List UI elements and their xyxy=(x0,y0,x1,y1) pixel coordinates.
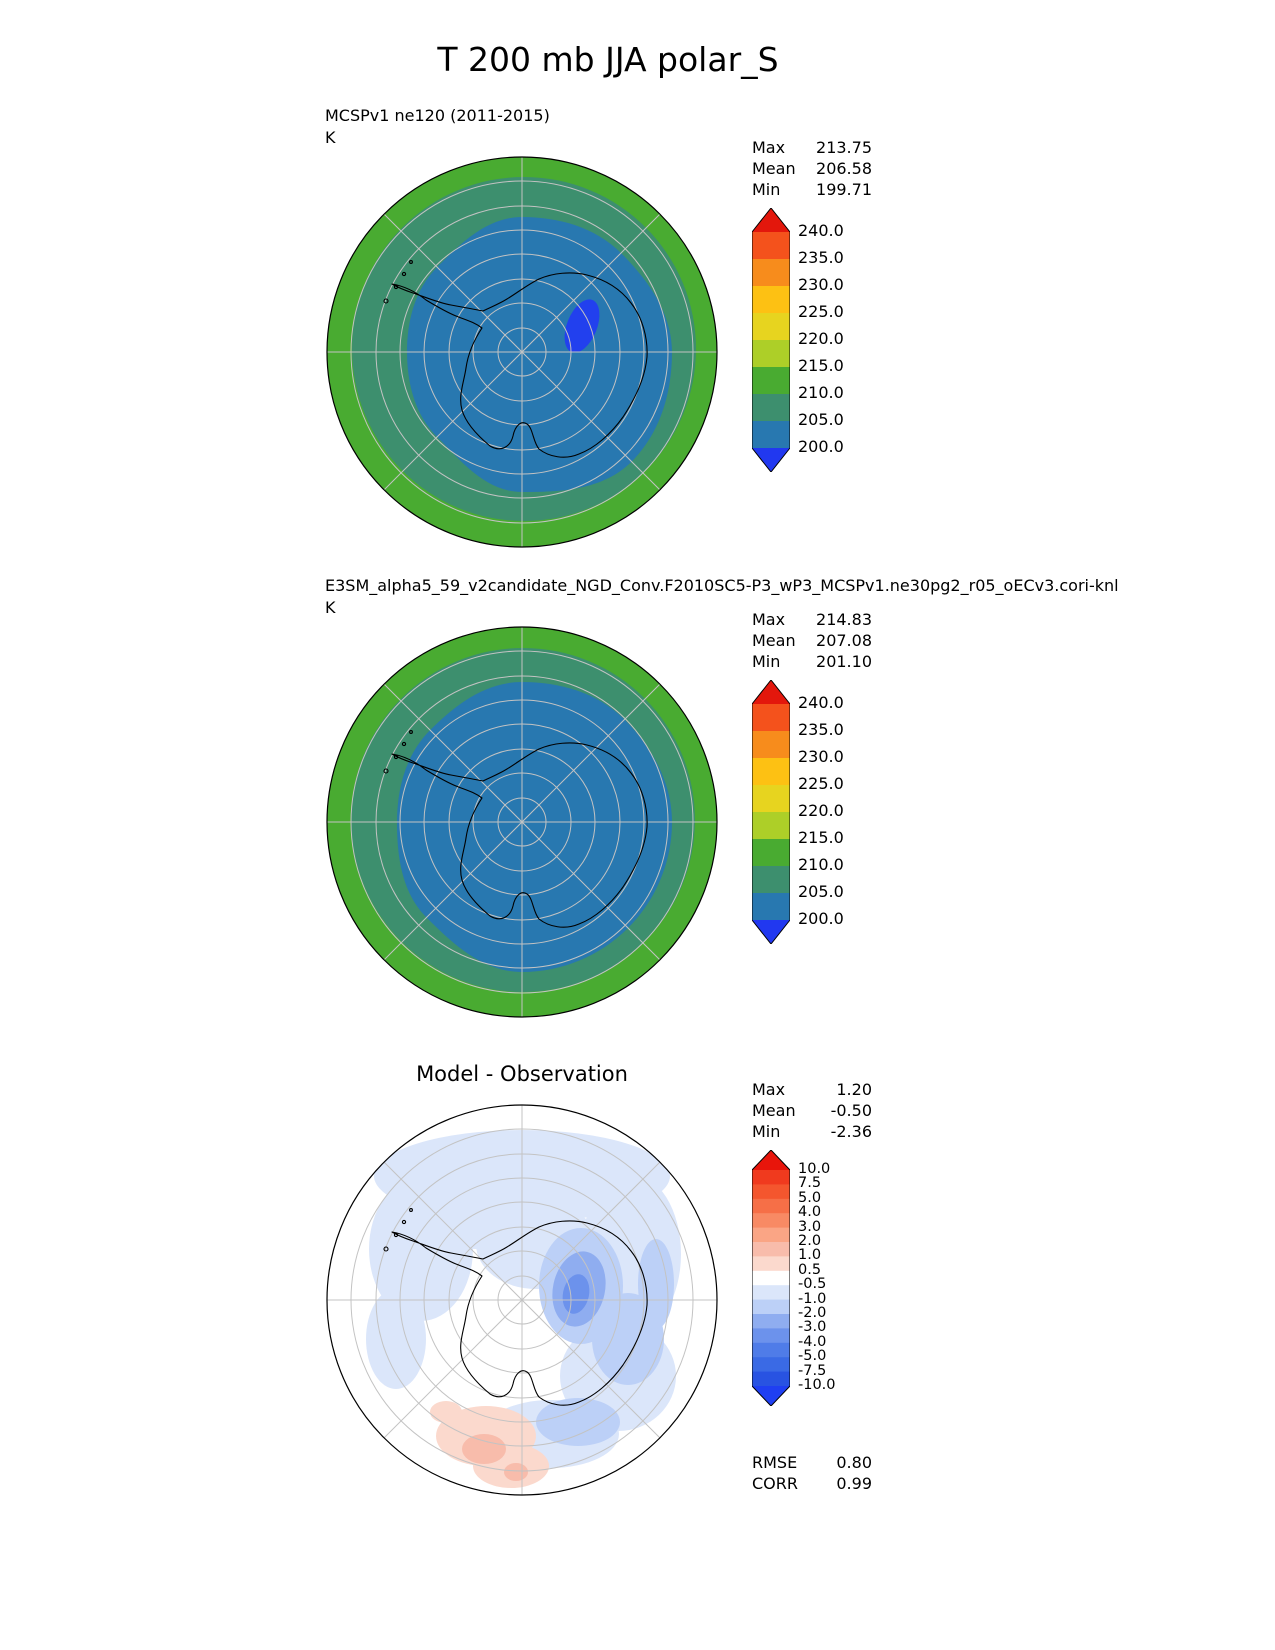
graticule xyxy=(326,1104,718,1496)
stat-value: 214.83 xyxy=(816,610,872,629)
panel3-colorbar-ticks: 10.0 7.5 5.0 4.0 3.0 2.0 1.0 0.5 -0.5 -1.0 -2.0 -3.… xyxy=(798,1150,868,1406)
stat-row: Mean 207.08 xyxy=(752,630,872,651)
colorbar-tick-label: -4.0 xyxy=(798,1333,827,1350)
colorbar-tick-label: -2.0 xyxy=(798,1305,827,1322)
panel1-polar-map xyxy=(326,156,718,548)
fill-200-205 xyxy=(397,682,672,972)
colorbar-tick-label: 225.0 xyxy=(798,774,844,794)
stat-name: Max xyxy=(752,610,786,629)
stat-name: Min xyxy=(752,652,781,671)
stat-row: Min 199.71 xyxy=(752,179,872,200)
stat-row: Mean 206.58 xyxy=(752,158,872,179)
panel2-polar-map xyxy=(326,626,718,1018)
colorbar-tick-label: 0.5 xyxy=(798,1261,822,1278)
panel2-model-label: E3SM_alpha5_59_v2candidate_NGD_Conv.F201… xyxy=(325,576,1119,595)
panel3-colorbar xyxy=(752,1150,790,1406)
graticule xyxy=(326,626,718,1018)
colorbar-tick-label: 2.0 xyxy=(798,1233,822,1250)
fill-below-200 xyxy=(564,299,600,353)
colorbar-tick-label: 210.0 xyxy=(798,383,844,403)
colorbar-tick-label: 220.0 xyxy=(798,801,844,821)
panel1-colorbar-ticks: 240.0 235.0 230.0 225.0 220.0 215.0 210.0 205.0… xyxy=(798,208,868,472)
panel3-difference-map xyxy=(326,1104,718,1496)
colorbar-tick-label: 230.0 xyxy=(798,275,844,295)
colorbar-tick-label: 210.0 xyxy=(798,855,844,875)
stat-row: Max 1.20 xyxy=(752,1079,872,1100)
colorbar-tick-label: 200.0 xyxy=(798,437,844,457)
stat-row: Max 213.75 xyxy=(752,137,872,158)
panel2-colorbar-ticks: 240.0 235.0 230.0 225.0 220.0 215.0 210.0 205.0… xyxy=(798,680,868,944)
colorbar-tick-label: 205.0 xyxy=(798,410,844,430)
stat-name: Min xyxy=(752,180,781,199)
map-boundary xyxy=(326,626,718,1018)
colorbar-tick-label: -7.5 xyxy=(798,1362,827,1379)
metric-row: CORR 0.99 xyxy=(752,1473,872,1494)
panel2-units-label: K xyxy=(325,598,336,617)
colorbar-tick-label: 4.0 xyxy=(798,1204,822,1221)
stat-value: 201.10 xyxy=(816,652,872,671)
stat-row: Min 201.10 xyxy=(752,651,872,672)
stat-value: -0.50 xyxy=(830,1101,872,1120)
stat-name: Max xyxy=(752,138,786,157)
colorbar-tick-label: 5.0 xyxy=(798,1189,822,1206)
map-boundary xyxy=(326,156,718,548)
panel1-units-label: K xyxy=(325,128,336,147)
colorbar-tick-label: 235.0 xyxy=(798,720,844,740)
stat-value: 207.08 xyxy=(816,631,872,650)
panel3-metrics: RMSE 0.80 CORR 0.99 xyxy=(752,1452,872,1494)
colorbar-tick-label: 240.0 xyxy=(798,693,844,713)
stat-value: -2.36 xyxy=(830,1122,872,1141)
metric-value: 0.99 xyxy=(836,1474,872,1493)
map-boundary xyxy=(326,1104,718,1496)
stat-value: 213.75 xyxy=(816,138,872,157)
panel1-colorbar xyxy=(752,208,790,472)
colorbar-tick-label: 225.0 xyxy=(798,302,844,322)
colorbar-tick-label: 230.0 xyxy=(798,747,844,767)
panel2-stats: Max 214.83 Mean 207.08 Min 201.10 xyxy=(752,609,872,672)
metric-row: RMSE 0.80 xyxy=(752,1452,872,1473)
colorbar-tick-label: 205.0 xyxy=(798,882,844,902)
panel3-stats: Max 1.20 Mean -0.50 Min -2.36 xyxy=(752,1079,872,1142)
colorbar-tick-label: 200.0 xyxy=(798,909,844,929)
colorbar-tick-label: -3.0 xyxy=(798,1319,827,1336)
stat-name: Mean xyxy=(752,631,796,650)
colorbar-tick-label: -1.0 xyxy=(798,1290,827,1307)
stat-value: 1.20 xyxy=(836,1080,872,1099)
colorbar-tick-label: 1.0 xyxy=(798,1247,822,1264)
panel3-title: Model - Observation xyxy=(416,1062,628,1086)
stat-name: Mean xyxy=(752,1101,796,1120)
stat-value: 206.58 xyxy=(816,159,872,178)
stat-value: 199.71 xyxy=(816,180,872,199)
colorbar-tick-label: -10.0 xyxy=(798,1377,836,1394)
colorbar-tick-label: 240.0 xyxy=(798,221,844,241)
stat-row: Mean -0.50 xyxy=(752,1100,872,1121)
colorbar-tick-label: 3.0 xyxy=(798,1218,822,1235)
fill-200-205 xyxy=(407,217,672,492)
stat-row: Min -2.36 xyxy=(752,1121,872,1142)
colorbar-tick-label: 235.0 xyxy=(798,248,844,268)
metric-value: 0.80 xyxy=(836,1453,872,1472)
panel1-model-label: MCSPv1 ne120 (2011-2015) xyxy=(325,106,550,125)
panel1-stats: Max 213.75 Mean 206.58 Min 199.71 xyxy=(752,137,872,200)
stat-name: Mean xyxy=(752,159,796,178)
stat-name: Max xyxy=(752,1080,786,1099)
colorbar-tick-label: 215.0 xyxy=(798,828,844,848)
colorbar-tick-label: 10.0 xyxy=(798,1161,831,1178)
colorbar-tick-label: -5.0 xyxy=(798,1348,827,1365)
colorbar-tick-label: -0.5 xyxy=(798,1276,827,1293)
colorbar-tick-label: 215.0 xyxy=(798,356,844,376)
graticule xyxy=(326,156,718,548)
metric-name: RMSE xyxy=(752,1453,798,1472)
stat-row: Max 214.83 xyxy=(752,609,872,630)
metric-name: CORR xyxy=(752,1474,798,1493)
panel2-colorbar xyxy=(752,680,790,944)
colorbar-tick-label: 220.0 xyxy=(798,329,844,349)
page-title: T 200 mb JJA polar_S xyxy=(437,40,779,79)
colorbar-tick-label: 7.5 xyxy=(798,1175,822,1192)
stat-name: Min xyxy=(752,1122,781,1141)
